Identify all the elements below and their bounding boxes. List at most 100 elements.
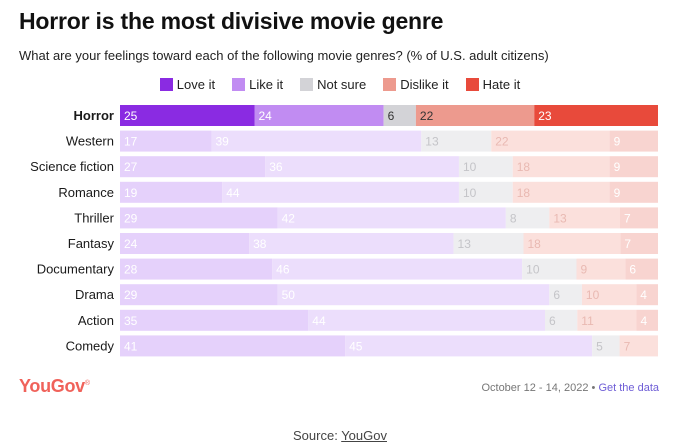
value-label-western-not-sure: 13 bbox=[425, 135, 439, 149]
value-label-action-not-sure: 6 bbox=[549, 314, 556, 328]
footer-separator: • bbox=[591, 382, 596, 394]
bar-romance-hate-it bbox=[609, 181, 658, 203]
legend-label-like: Like it bbox=[249, 77, 284, 92]
value-label-western-love-it: 17 bbox=[124, 135, 138, 149]
bar-fantasy-love-it bbox=[120, 233, 250, 254]
bar-comedy-not-sure bbox=[592, 335, 620, 357]
bar-drama-not-sure bbox=[549, 284, 582, 306]
bar-action-hate-it bbox=[636, 309, 658, 331]
value-label-science-fiction-love-it: 27 bbox=[124, 160, 138, 174]
legend-label-not-sure: Not sure bbox=[317, 77, 367, 92]
stacked-bar-chart: Horror 25 24 6 22 23 Western 17 39 13 22 9 Science f… bbox=[30, 105, 658, 357]
value-label-comedy-dislike-it: 7 bbox=[624, 339, 631, 353]
value-label-drama-dislike-it: 10 bbox=[586, 288, 600, 302]
legend-item-hate: Hate it bbox=[465, 77, 520, 92]
value-label-action-dislike-it: 11 bbox=[581, 314, 594, 328]
brand-text: YouGov bbox=[19, 376, 85, 396]
bar-horror-like-it bbox=[254, 105, 384, 126]
value-label-western-hate-it: 9 bbox=[614, 135, 621, 149]
legend-label-love: Love it bbox=[176, 77, 216, 92]
bar-horror-love-it bbox=[120, 105, 255, 126]
bar-thriller-dislike-it bbox=[549, 207, 620, 229]
bar-fantasy-like-it bbox=[249, 233, 454, 254]
value-label-fantasy-not-sure: 13 bbox=[458, 237, 472, 251]
source-link[interactable]: YouGov bbox=[341, 428, 387, 443]
value-label-fantasy-love-it: 24 bbox=[124, 237, 138, 251]
get-the-data-link[interactable]: Get the data bbox=[598, 382, 659, 394]
bar-documentary-dislike-it bbox=[576, 258, 626, 280]
value-label-romance-not-sure: 10 bbox=[463, 186, 477, 200]
legend-swatch-not-sure bbox=[300, 78, 314, 91]
value-label-comedy-like-it: 45 bbox=[349, 339, 363, 353]
bar-western-love-it bbox=[120, 130, 212, 152]
bar-western-hate-it bbox=[609, 130, 658, 152]
category-label-romance: Romance bbox=[58, 185, 114, 200]
value-label-documentary-like-it: 46 bbox=[276, 263, 290, 277]
bar-western-like-it bbox=[211, 130, 422, 152]
value-label-science-fiction-like-it: 36 bbox=[269, 160, 283, 174]
value-label-drama-hate-it: 4 bbox=[640, 288, 647, 302]
bar-western-not-sure bbox=[421, 130, 492, 152]
bar-drama-like-it bbox=[277, 284, 550, 306]
bar-science-fiction-hate-it bbox=[609, 156, 658, 178]
value-label-documentary-love-it: 28 bbox=[124, 263, 138, 277]
value-label-science-fiction-hate-it: 9 bbox=[614, 160, 621, 174]
value-label-romance-like-it: 44 bbox=[226, 186, 240, 200]
bar-action-not-sure bbox=[545, 309, 578, 331]
bar-action-dislike-it bbox=[577, 309, 637, 331]
bar-documentary-love-it bbox=[120, 258, 273, 280]
chart-subtitle: What are your feelings toward each of th… bbox=[19, 48, 549, 63]
bar-documentary-hate-it bbox=[625, 258, 658, 280]
bar-fantasy-hate-it bbox=[620, 233, 658, 254]
bar-romance-not-sure bbox=[458, 181, 513, 203]
bar-horror-dislike-it bbox=[415, 105, 535, 126]
chart-legend: Love it Like it Not sure Dislike it Hate… bbox=[0, 77, 680, 92]
value-label-science-fiction-not-sure: 10 bbox=[463, 160, 477, 174]
legend-item-dislike: Dislike it bbox=[383, 77, 449, 92]
value-label-western-dislike-it: 22 bbox=[495, 135, 509, 149]
value-label-comedy-not-sure: 5 bbox=[596, 339, 603, 353]
chart-title: Horror is the most divisive movie genre bbox=[19, 8, 444, 34]
legend-item-love: Love it bbox=[159, 77, 216, 92]
value-label-action-hate-it: 4 bbox=[640, 314, 647, 328]
legend-swatch-like bbox=[232, 78, 246, 91]
bar-science-fiction-not-sure bbox=[458, 156, 513, 178]
value-label-documentary-not-sure: 10 bbox=[526, 263, 540, 277]
category-label-fantasy: Fantasy bbox=[68, 236, 115, 251]
value-label-romance-dislike-it: 18 bbox=[517, 186, 531, 200]
category-label-comedy: Comedy bbox=[66, 338, 115, 353]
bar-action-like-it bbox=[308, 309, 546, 331]
bar-western-dislike-it bbox=[491, 130, 610, 152]
value-label-western-like-it: 39 bbox=[215, 135, 229, 149]
value-label-thriller-love-it: 29 bbox=[124, 211, 138, 225]
value-label-horror-love-it: 25 bbox=[124, 109, 138, 123]
category-label-western: Western bbox=[66, 134, 114, 149]
value-label-thriller-not-sure: 8 bbox=[510, 211, 517, 225]
bar-fantasy-dislike-it bbox=[523, 233, 621, 254]
bar-romance-like-it bbox=[222, 181, 459, 203]
value-label-action-love-it: 35 bbox=[124, 314, 138, 328]
bar-science-fiction-dislike-it bbox=[512, 156, 610, 178]
value-label-thriller-like-it: 42 bbox=[282, 211, 296, 225]
value-label-romance-hate-it: 9 bbox=[614, 186, 621, 200]
bar-drama-dislike-it bbox=[581, 284, 637, 306]
bar-romance-love-it bbox=[120, 181, 223, 203]
yougov-logo[interactable]: YouGov® bbox=[19, 376, 90, 397]
value-label-documentary-hate-it: 6 bbox=[629, 263, 636, 277]
value-label-horror-hate-it: 23 bbox=[538, 109, 552, 123]
category-label-drama: Drama bbox=[75, 287, 115, 302]
category-label-action: Action bbox=[78, 313, 114, 328]
value-label-comedy-love-it: 41 bbox=[124, 339, 138, 353]
survey-date: October 12 - 14, 2022 bbox=[481, 382, 589, 394]
value-label-horror-like-it: 24 bbox=[259, 109, 273, 123]
bar-romance-dislike-it bbox=[512, 181, 610, 203]
legend-swatch-dislike bbox=[383, 78, 397, 91]
legend-item-not-sure: Not sure bbox=[300, 77, 366, 92]
bar-science-fiction-love-it bbox=[120, 156, 266, 178]
value-label-fantasy-like-it: 38 bbox=[253, 237, 267, 251]
value-label-fantasy-dislike-it: 18 bbox=[528, 237, 542, 251]
bar-horror-hate-it bbox=[534, 105, 658, 126]
bar-drama-love-it bbox=[120, 284, 278, 306]
bar-thriller-like-it bbox=[277, 207, 506, 229]
category-label-horror: Horror bbox=[74, 108, 114, 123]
